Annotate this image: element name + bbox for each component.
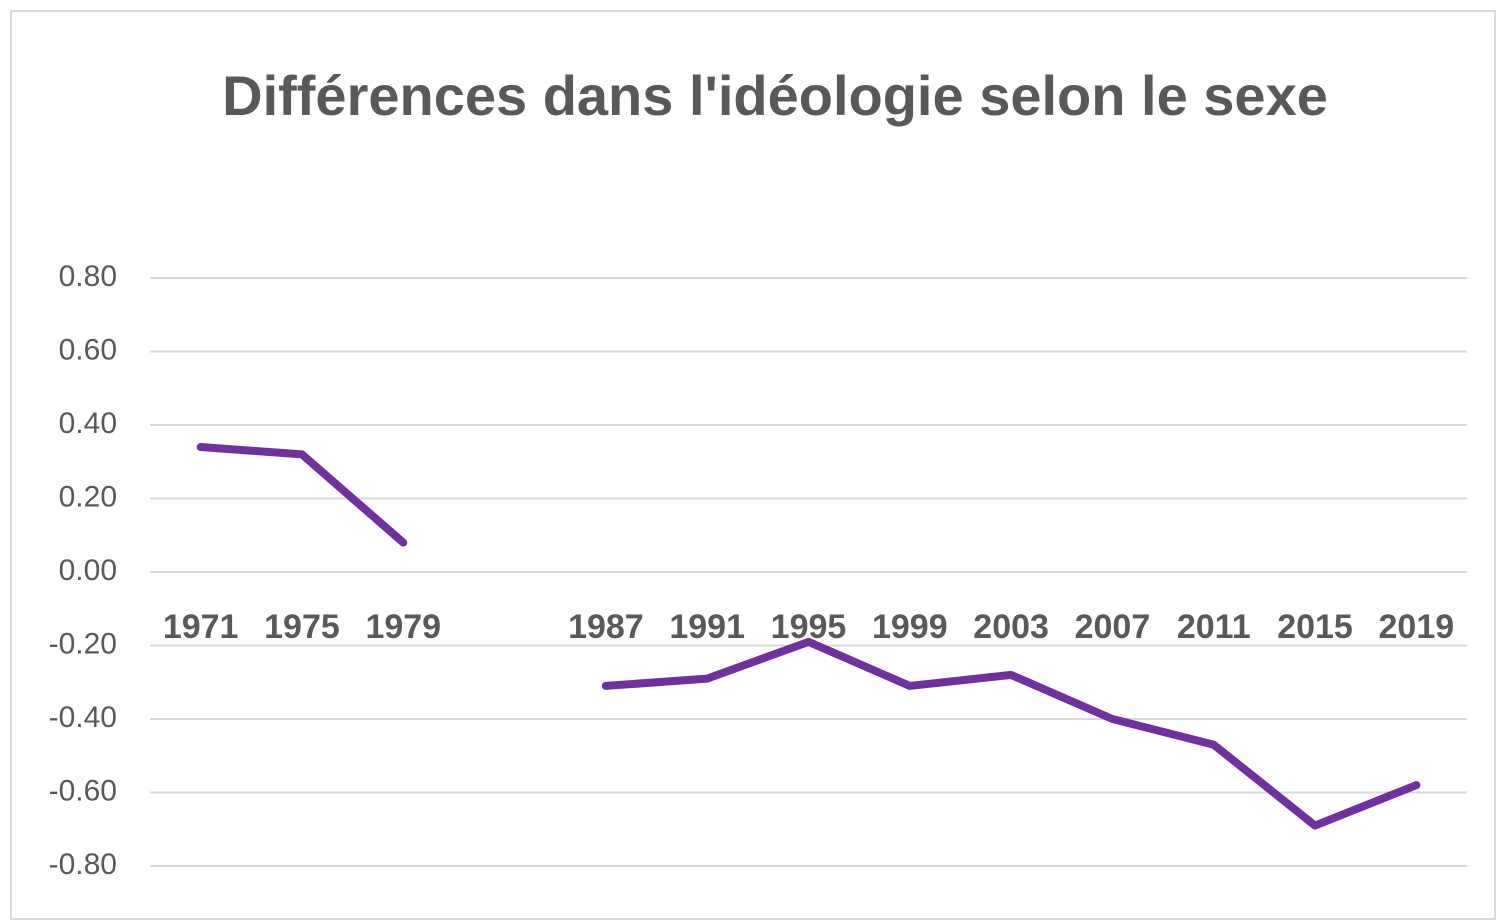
y-tick-label: -0.80 [49,848,117,881]
x-tick-label: 1979 [365,608,441,646]
x-tick-label: 2015 [1277,608,1353,646]
y-tick-label: -0.40 [49,701,117,734]
y-tick-label: 0.60 [59,333,117,366]
x-tick-label: 2011 [1177,608,1251,646]
line-series [196,443,1421,830]
x-tick-label: 2019 [1379,608,1455,646]
y-tick-label: -0.60 [49,774,117,807]
x-tick-label: 1987 [568,608,644,646]
chart-title: Différences dans l'idéologie selon le se… [222,64,1328,127]
x-tick-label: 1991 [669,608,745,646]
x-tick-label: 2003 [973,608,1049,646]
y-tick-label: 0.40 [59,407,117,440]
x-tick-label: 1971 [163,608,239,646]
x-tick-label: 1999 [872,608,948,646]
x-tick-label: 1975 [264,608,340,646]
y-tick-label: 0.80 [59,260,117,293]
y-tick-label: 0.20 [59,480,117,513]
y-tick-label: -0.20 [49,627,117,660]
y-tick-label: 0.00 [59,554,117,587]
x-tick-label: 2007 [1075,608,1151,646]
